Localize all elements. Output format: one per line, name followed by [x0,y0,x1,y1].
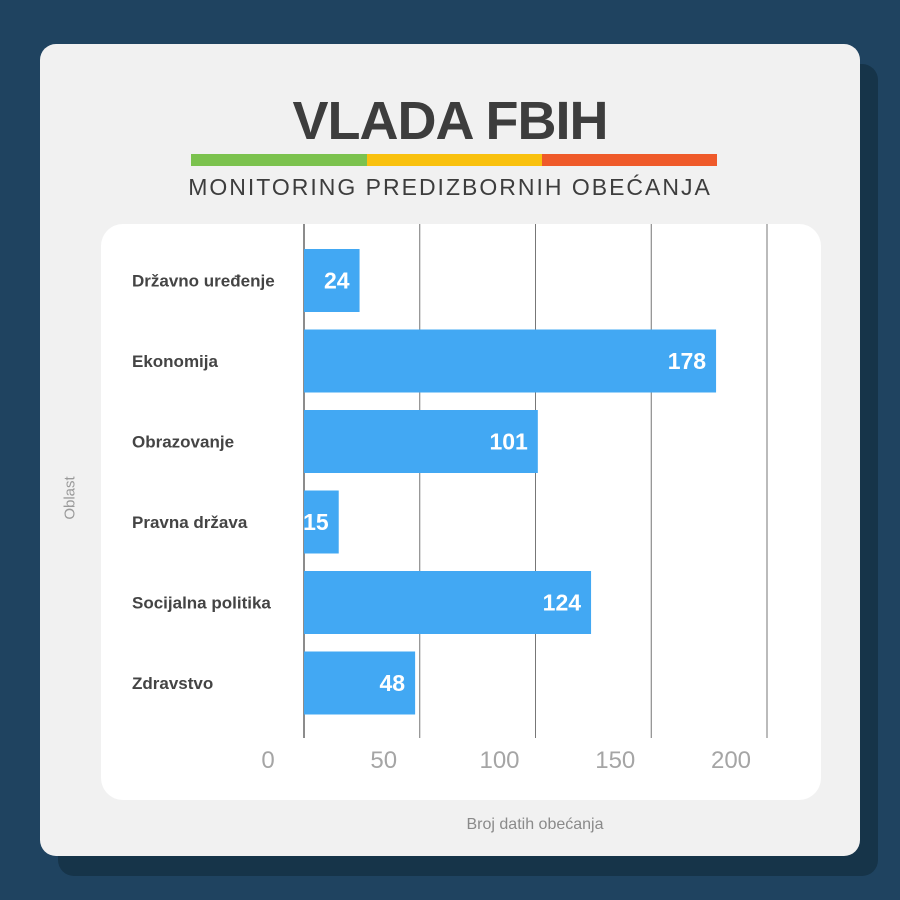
page-subtitle: MONITORING PREDIZBORNIH OBEĆANJA [188,174,712,200]
data-label: 101 [489,429,528,455]
data-label: 48 [380,670,406,696]
x-tick-label: 50 [370,747,397,774]
x-tick-label: 200 [711,747,751,774]
stripe-yellow [367,154,542,166]
bar [304,651,416,715]
stripe-red [542,154,717,166]
bar [304,249,360,312]
category-label: Ekonomija [132,352,219,371]
data-label: 178 [668,348,707,374]
x-tick-label: 100 [479,747,519,774]
data-label: 15 [303,509,329,535]
x-tick-label: 0 [261,747,274,774]
x-axis-label: Broj datih obećanja [466,816,604,833]
bar [304,410,538,473]
bar [304,490,339,554]
category-label: Obrazovanje [132,433,234,452]
page-title: VLADA FBIH [292,91,609,151]
chart-panel [101,224,821,800]
category-label: Državno uređenje [132,272,275,291]
y-axis-label: Oblast [61,476,79,520]
category-label: Socijalna politika [132,594,271,613]
x-tick-label: 150 [595,747,635,774]
bar [304,329,717,393]
data-label: 24 [324,268,350,294]
category-label: Zdravstvo [132,674,213,693]
category-label: Pravna država [132,513,248,532]
stripe-green [191,154,367,166]
bar [304,571,592,634]
data-label: 124 [543,590,582,616]
